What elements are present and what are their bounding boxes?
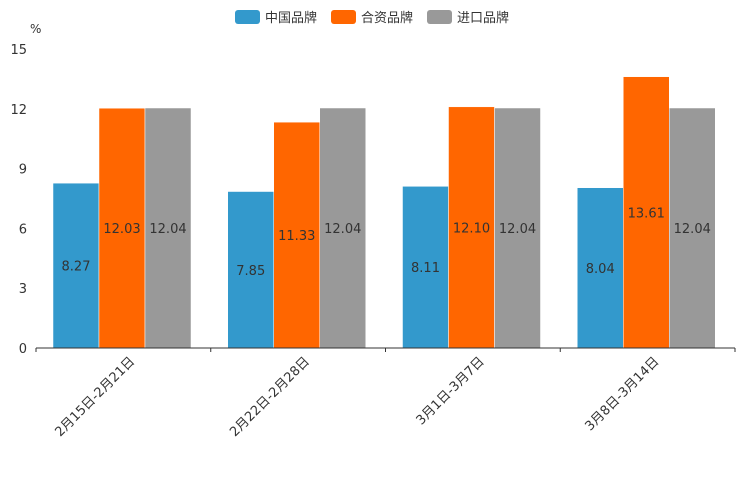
legend: 中国品牌 合资品牌 进口品牌 — [0, 7, 744, 26]
bar-0-2 — [144, 107, 192, 349]
y-tick-label-3: 9 — [19, 163, 27, 178]
data-label-0-0: 8.27 — [62, 260, 91, 275]
data-label-3-2: 12.04 — [674, 222, 711, 237]
bar-2-2 — [494, 107, 541, 349]
y-tick-label-1: 3 — [19, 282, 27, 297]
bar-1-1 — [273, 121, 320, 349]
data-label-2-0: 8.11 — [411, 261, 440, 276]
bar-3-0 — [577, 187, 624, 349]
legend-label-china-brand: 中国品牌 — [264, 11, 317, 26]
y-tick-label-5: 15 — [10, 43, 27, 58]
data-label-1-1: 11.33 — [278, 229, 315, 244]
data-label-0-2: 12.04 — [149, 222, 186, 237]
bar-1-0 — [227, 191, 274, 349]
x-tick-label-3: 3月8日-3月14日 — [583, 354, 663, 434]
y-tick-label-2: 6 — [19, 222, 27, 237]
legend-swatch-jv-brand — [330, 9, 356, 24]
bar-2-0 — [402, 186, 449, 349]
legend-item-import-brand[interactable]: 进口品牌 — [427, 7, 509, 26]
y-axis-unit: % — [30, 22, 42, 36]
legend-label-import-brand: 进口品牌 — [457, 11, 510, 26]
legend-label-jv-brand: 合资品牌 — [360, 11, 413, 26]
data-label-3-1: 13.61 — [628, 206, 665, 221]
bar-1-2 — [319, 107, 366, 349]
data-label-3-0: 8.04 — [586, 262, 615, 277]
data-label-2-1: 12.10 — [453, 221, 490, 236]
x-tick-label-0: 2月15日-2月21日 — [52, 354, 138, 440]
x-tick-label-1: 2月22日-2月28日 — [227, 354, 313, 440]
x-tick-label-2: 3月1日-3月7日 — [414, 354, 488, 428]
legend-item-jv-brand[interactable]: 合资品牌 — [330, 7, 413, 26]
bar-3-1 — [623, 76, 670, 349]
legend-swatch-china-brand — [234, 9, 260, 24]
bar-0-1 — [98, 107, 146, 349]
data-label-2-2: 12.04 — [499, 222, 536, 237]
data-label-1-0: 7.85 — [236, 264, 265, 279]
y-tick-label-4: 12 — [10, 103, 27, 118]
data-label-0-1: 12.03 — [103, 222, 140, 237]
y-tick-label-0: 0 — [19, 342, 27, 357]
legend-swatch-import-brand — [427, 9, 452, 24]
data-label-1-2: 12.04 — [324, 222, 361, 237]
legend-item-china-brand[interactable]: 中国品牌 — [234, 7, 317, 26]
bar-3-2 — [669, 107, 716, 349]
